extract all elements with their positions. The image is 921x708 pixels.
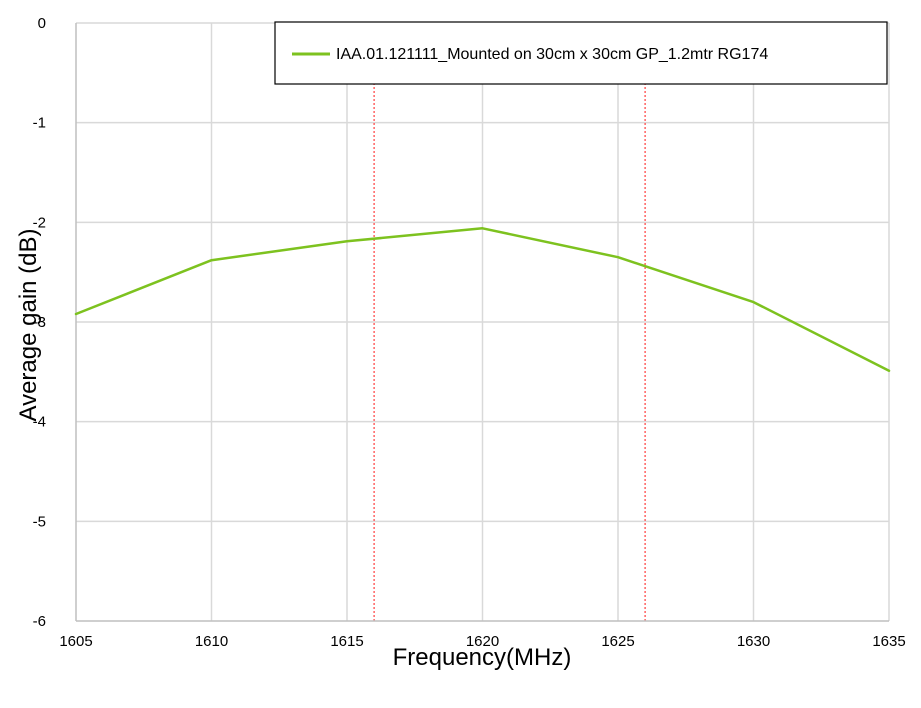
x-tick-label: 1625 [601,633,634,650]
y-axis-title: Average gain (dB) [15,228,42,421]
y-tick-label: -1 [33,115,46,132]
legend: IAA.01.121111_Mounted on 30cm x 30cm GP_… [274,21,888,85]
gridlines [76,22,890,621]
x-axis-title: Frequency(MHz) [393,644,572,671]
x-tick-label: 1620 [466,633,499,650]
series-line [74,227,891,373]
legend-box [274,21,888,85]
y-tick-label: -5 [33,513,46,530]
y-tick-label: -6 [33,613,46,630]
x-tick-label: 1605 [59,633,92,650]
x-tick-label: 1635 [872,633,905,650]
series-lines [74,227,891,373]
y-tick-label: -2 [33,214,46,231]
axes [75,23,889,622]
y-tick-label: -4 [33,414,46,431]
x-tick-label: 1610 [195,633,228,650]
y-tick-label: 0 [38,15,46,32]
y-tick-label: -3 [33,314,46,331]
reference-lines [373,83,646,621]
tick-labels: 1605 1610 1615 1620 1625 1630 1635 0 -1 -2 -3 -4 -5 -… [33,15,906,650]
x-tick-label: 1615 [330,633,363,650]
legend-series-label: IAA.01.121111_Mounted on 30cm x 30cm GP_… [336,46,768,63]
x-tick-label: 1630 [737,633,770,650]
